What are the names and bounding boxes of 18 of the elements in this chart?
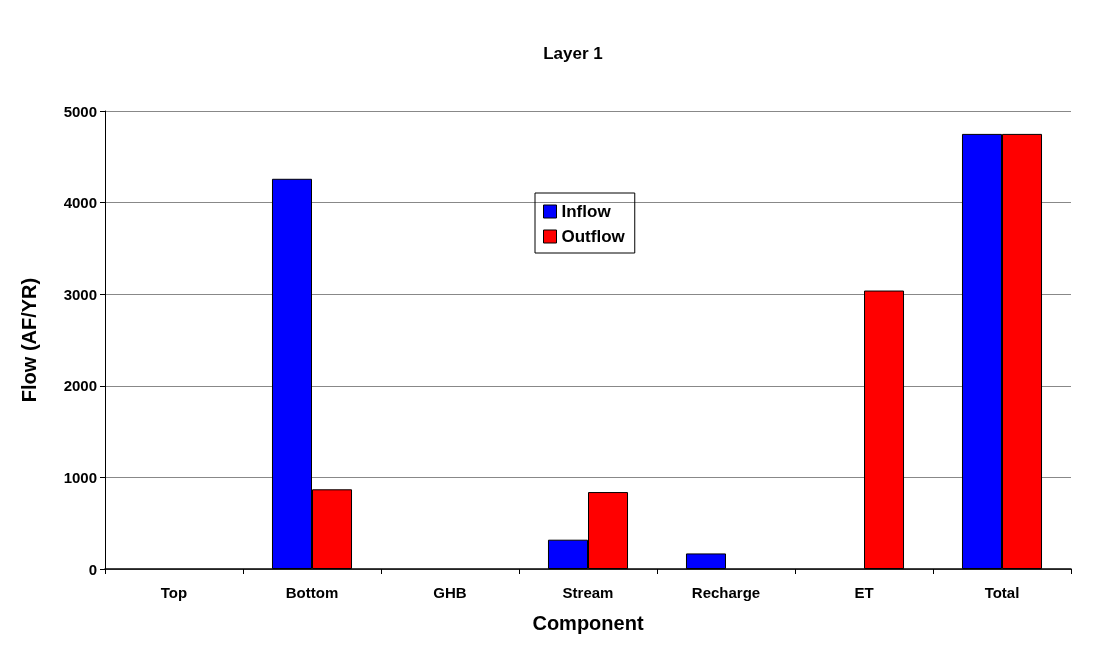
y-tick-label: 2000 (63, 377, 97, 395)
x-tick-label: GHB (433, 584, 467, 601)
y-tick-label: 5000 (63, 102, 97, 120)
y-tick-label: 4000 (63, 194, 97, 212)
x-tick-label: ET (854, 584, 874, 601)
y-axis-title: Flow (AF/YR) (18, 277, 40, 403)
y-tick-label: 0 (88, 560, 97, 578)
y-tick-label: 1000 (63, 468, 97, 486)
x-tick-label: Top (160, 584, 188, 601)
x-axis-title: Component (532, 612, 644, 634)
legend-label: Inflow (561, 202, 612, 221)
x-tick-label: Total (984, 584, 1020, 601)
x-tick-label: Bottom (285, 584, 339, 601)
legend-label: Outflow (561, 227, 626, 246)
x-tick-label: Stream (562, 584, 614, 601)
x-tick-label: Recharge (691, 584, 761, 601)
chart-title: Layer 1 (543, 44, 603, 63)
y-tick-label: 3000 (63, 285, 97, 303)
